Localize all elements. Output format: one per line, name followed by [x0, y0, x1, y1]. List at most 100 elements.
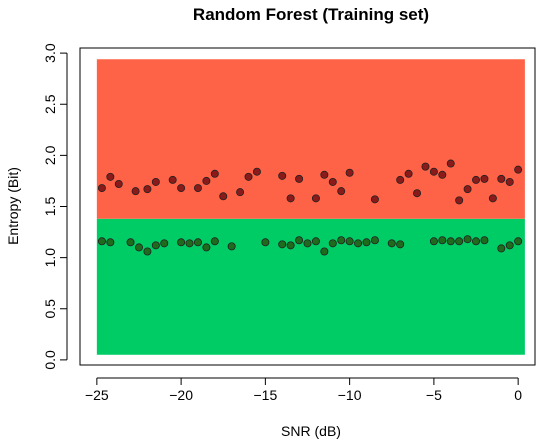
data-point-69: [446, 237, 455, 246]
data-point-18: [311, 194, 320, 203]
data-point-20: [328, 177, 337, 186]
data-point-41: [126, 238, 135, 247]
plot-frame: [79, 47, 536, 366]
data-point-24: [396, 175, 405, 184]
region-1: [96, 59, 525, 219]
background-regions: [96, 59, 525, 355]
y-tick-label-3: 1.5: [42, 197, 58, 217]
data-point-23: [370, 195, 379, 204]
data-point-0: [97, 184, 106, 193]
x-tick-label-4: −5: [426, 387, 442, 403]
data-point-54: [286, 241, 295, 250]
data-point-70: [455, 237, 464, 246]
data-point-7: [177, 184, 186, 193]
data-point-50: [210, 237, 219, 246]
data-point-17: [295, 174, 304, 183]
data-point-9: [202, 176, 211, 185]
data-point-51: [227, 242, 236, 251]
data-point-63: [362, 238, 371, 247]
data-point-4: [143, 185, 152, 194]
y-tick-label-5: 2.5: [42, 94, 58, 114]
data-point-21: [337, 187, 346, 196]
data-point-10: [210, 169, 219, 178]
data-point-52: [261, 238, 270, 247]
data-point-12: [236, 188, 245, 197]
x-axis: −25 −20 −15 −10 −5 0: [85, 377, 522, 403]
data-point-19: [320, 170, 329, 179]
data-point-25: [404, 169, 413, 178]
data-point-31: [455, 196, 464, 205]
data-point-39: [97, 237, 106, 246]
data-point-55: [295, 236, 304, 245]
y-tick-label-4: 2.0: [42, 145, 58, 165]
data-point-36: [497, 174, 506, 183]
data-point-11: [219, 192, 228, 201]
data-point-35: [488, 194, 497, 203]
data-point-27: [421, 162, 430, 171]
data-point-44: [151, 241, 160, 250]
y-tick-label-0: 0.0: [42, 350, 58, 370]
data-point-6: [168, 175, 177, 184]
data-point-62: [354, 239, 363, 248]
data-point-73: [480, 236, 489, 245]
data-point-56: [303, 239, 312, 248]
data-point-67: [429, 237, 438, 246]
data-point-74: [497, 244, 506, 253]
data-point-26: [413, 189, 422, 198]
data-point-71: [463, 235, 472, 244]
data-point-37: [505, 177, 514, 186]
data-point-3: [131, 187, 140, 196]
data-point-43: [143, 247, 152, 256]
data-point-34: [480, 174, 489, 183]
x-tick-label-2: −15: [253, 387, 277, 403]
data-point-40: [106, 238, 115, 247]
data-point-49: [202, 243, 211, 252]
data-points: [97, 159, 523, 256]
data-point-29: [438, 170, 447, 179]
data-point-14: [252, 167, 261, 176]
x-tick-label-0: −25: [85, 387, 109, 403]
data-point-64: [370, 236, 379, 245]
data-point-72: [472, 237, 481, 246]
data-point-42: [134, 243, 143, 252]
data-point-1: [106, 172, 115, 181]
x-tick-label-1: −20: [169, 387, 193, 403]
data-point-58: [320, 247, 329, 256]
y-axis-label: Entropy (Bit): [5, 167, 21, 245]
y-tick-label-6: 3.0: [42, 43, 58, 63]
data-point-38: [514, 165, 523, 174]
data-point-16: [286, 194, 295, 203]
data-point-59: [328, 239, 337, 248]
data-point-15: [278, 171, 287, 180]
data-point-28: [429, 167, 438, 176]
data-point-60: [337, 236, 346, 245]
data-point-47: [185, 239, 194, 248]
data-point-13: [244, 172, 253, 181]
x-tick-label-3: −10: [338, 387, 362, 403]
data-point-46: [177, 238, 186, 247]
x-axis-label: SNR (dB): [281, 423, 341, 439]
data-point-32: [463, 185, 472, 194]
data-point-66: [396, 240, 405, 249]
data-point-76: [514, 237, 523, 246]
data-point-2: [114, 180, 123, 189]
data-point-8: [193, 184, 202, 193]
data-point-22: [345, 168, 354, 177]
data-point-75: [505, 241, 514, 250]
x-tick-label-5: 0: [514, 387, 522, 403]
data-point-33: [472, 175, 481, 184]
data-point-45: [160, 239, 169, 248]
data-point-30: [446, 159, 455, 168]
chart-title: Random Forest (Training set): [193, 5, 429, 24]
data-point-57: [311, 237, 320, 246]
data-point-48: [193, 238, 202, 247]
y-tick-label-2: 1.0: [42, 248, 58, 268]
data-point-5: [151, 177, 160, 186]
y-tick-label-1: 0.5: [42, 299, 58, 319]
data-point-68: [438, 236, 447, 245]
data-point-65: [387, 239, 396, 248]
data-point-53: [278, 240, 287, 249]
y-axis: 0.0 0.5 1.0 1.5 2.0 2.5 3.0: [42, 43, 68, 370]
data-point-61: [345, 237, 354, 246]
